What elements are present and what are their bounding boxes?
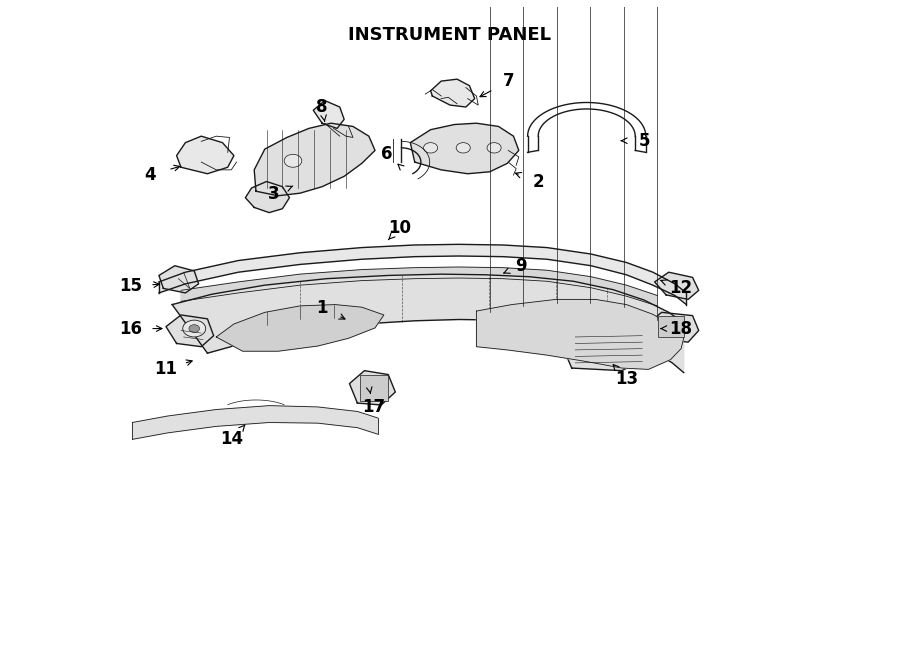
Polygon shape xyxy=(166,315,213,346)
Polygon shape xyxy=(562,332,651,371)
Text: 8: 8 xyxy=(317,98,328,116)
Circle shape xyxy=(424,143,437,153)
Text: 10: 10 xyxy=(388,219,411,237)
Text: 13: 13 xyxy=(615,370,638,388)
Polygon shape xyxy=(476,299,684,369)
Text: 9: 9 xyxy=(515,256,526,275)
Polygon shape xyxy=(349,371,395,405)
Text: 15: 15 xyxy=(119,278,142,295)
Polygon shape xyxy=(410,123,518,174)
Text: 16: 16 xyxy=(119,319,142,338)
Polygon shape xyxy=(159,245,687,305)
Polygon shape xyxy=(648,313,698,342)
Text: 2: 2 xyxy=(533,173,544,190)
Text: 4: 4 xyxy=(144,166,156,184)
Polygon shape xyxy=(254,123,375,196)
Polygon shape xyxy=(176,136,234,174)
Polygon shape xyxy=(313,100,344,128)
Polygon shape xyxy=(246,182,290,213)
Polygon shape xyxy=(172,274,684,373)
Circle shape xyxy=(487,143,501,153)
Text: 1: 1 xyxy=(317,299,328,317)
Text: 11: 11 xyxy=(155,360,177,378)
Text: 14: 14 xyxy=(220,430,244,448)
Text: INSTRUMENT PANEL: INSTRUMENT PANEL xyxy=(348,26,552,44)
Polygon shape xyxy=(159,266,199,293)
Text: 17: 17 xyxy=(362,398,385,416)
Circle shape xyxy=(284,154,302,167)
Polygon shape xyxy=(654,272,698,299)
Circle shape xyxy=(183,320,206,337)
FancyBboxPatch shape xyxy=(658,316,684,337)
Polygon shape xyxy=(132,406,378,440)
Circle shape xyxy=(189,325,200,332)
Text: 12: 12 xyxy=(670,280,693,297)
Polygon shape xyxy=(216,305,383,351)
Text: 3: 3 xyxy=(268,186,279,204)
Text: 18: 18 xyxy=(670,319,693,338)
Circle shape xyxy=(456,143,471,153)
Text: 6: 6 xyxy=(381,145,392,163)
Polygon shape xyxy=(430,79,474,107)
Text: 7: 7 xyxy=(503,72,515,90)
Text: 5: 5 xyxy=(638,132,650,149)
Polygon shape xyxy=(181,267,657,306)
FancyBboxPatch shape xyxy=(360,375,388,401)
